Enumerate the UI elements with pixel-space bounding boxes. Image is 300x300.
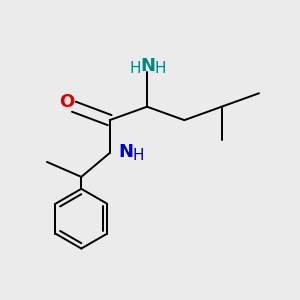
Text: N: N <box>140 57 155 75</box>
Text: N: N <box>118 143 134 161</box>
Text: H: H <box>133 148 144 163</box>
Text: H: H <box>154 61 166 76</box>
Text: O: O <box>59 93 74 111</box>
Text: H: H <box>130 61 141 76</box>
